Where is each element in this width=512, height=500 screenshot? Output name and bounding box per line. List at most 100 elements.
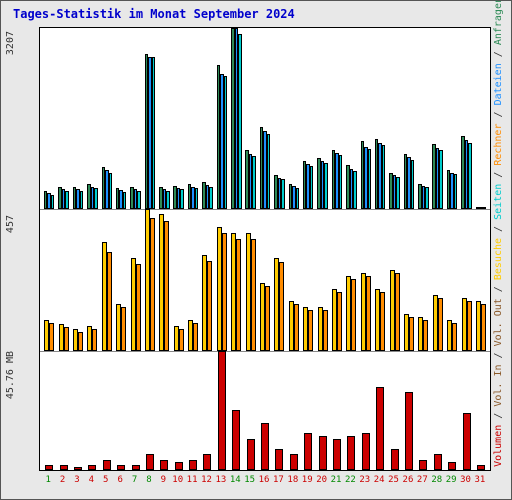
bar-seiten — [382, 145, 386, 209]
day-group — [373, 351, 387, 470]
bar-volumen — [189, 460, 197, 470]
day-group — [128, 351, 142, 470]
day-group — [459, 351, 473, 470]
day-group — [387, 209, 401, 350]
day-group — [186, 28, 200, 209]
bar-rechner — [121, 307, 126, 350]
bar-rechner — [337, 292, 342, 351]
day-group — [459, 28, 473, 209]
day-group — [100, 351, 114, 470]
bar-seiten — [411, 160, 415, 210]
x-tick: 30 — [458, 475, 472, 485]
day-group — [474, 351, 488, 470]
day-group — [301, 351, 315, 470]
bar-rechner — [452, 323, 457, 351]
bar-seiten — [137, 191, 141, 210]
x-tick: 22 — [343, 475, 357, 485]
day-group — [243, 351, 257, 470]
day-group — [71, 351, 85, 470]
bar-rechner — [467, 301, 472, 351]
day-group — [85, 28, 99, 209]
bar-seiten — [51, 195, 55, 209]
bar-rechner — [395, 273, 400, 350]
ylabel-middle: 457 — [5, 215, 16, 233]
day-group — [344, 28, 358, 209]
day-group — [402, 209, 416, 350]
bar-volumen — [319, 436, 327, 470]
ylabel-top: 3207 — [5, 31, 16, 55]
bar-seiten — [425, 187, 429, 210]
day-group — [258, 351, 272, 470]
day-group — [301, 28, 315, 209]
x-tick: 5 — [99, 475, 113, 485]
day-group — [359, 351, 373, 470]
bar-volumen — [333, 439, 341, 470]
day-group — [330, 351, 344, 470]
bar-volumen — [275, 449, 283, 470]
panel-top — [40, 28, 490, 210]
day-group — [186, 209, 200, 350]
day-group — [359, 28, 373, 209]
bar-volumen — [74, 467, 82, 470]
day-group — [114, 28, 128, 209]
stats-container: Tages-Statistik im Monat September 2024 … — [0, 0, 512, 500]
bar-volumen — [60, 465, 68, 470]
bar-seiten — [238, 34, 242, 209]
day-group — [200, 351, 214, 470]
bar-seiten — [439, 150, 443, 209]
day-group — [272, 28, 286, 209]
bar-volumen — [45, 465, 53, 470]
bar-rechner — [107, 252, 112, 351]
day-group — [42, 209, 56, 350]
day-group — [445, 351, 459, 470]
day-group — [258, 209, 272, 350]
day-group — [215, 351, 229, 470]
bar-volumen — [448, 462, 456, 470]
day-group — [459, 209, 473, 350]
day-group — [143, 28, 157, 209]
bar-rechner — [438, 298, 443, 351]
day-group — [416, 351, 430, 470]
day-group — [71, 28, 85, 209]
day-group — [474, 209, 488, 350]
bar-rechner — [481, 304, 486, 350]
x-tick: 11 — [185, 475, 199, 485]
day-group — [431, 351, 445, 470]
bar-volumen — [132, 465, 140, 470]
bar-volumen — [218, 351, 226, 470]
day-group — [157, 209, 171, 350]
bar-seiten — [310, 166, 314, 209]
day-group — [330, 209, 344, 350]
x-tick: 23 — [358, 475, 372, 485]
day-group — [143, 351, 157, 470]
bar-rechner — [92, 329, 97, 351]
day-group — [85, 351, 99, 470]
day-group — [445, 28, 459, 209]
day-group — [387, 28, 401, 209]
x-tick: 16 — [257, 475, 271, 485]
x-tick: 14 — [228, 475, 242, 485]
day-group — [128, 209, 142, 350]
bar-rechner — [308, 310, 313, 350]
x-tick: 28 — [430, 475, 444, 485]
x-tick: 4 — [84, 475, 98, 485]
bar-rechner — [150, 218, 155, 351]
day-group — [143, 209, 157, 350]
bar-volumen — [103, 460, 111, 470]
bar-volumen — [232, 410, 240, 470]
bar-seiten — [109, 173, 113, 210]
bar-volumen — [88, 465, 96, 470]
day-group — [114, 351, 128, 470]
bar-rechner — [265, 286, 270, 351]
bar-seiten — [324, 163, 328, 209]
day-group — [229, 28, 243, 209]
bar-rechner — [164, 221, 169, 351]
x-tick: 10 — [171, 475, 185, 485]
day-group — [42, 28, 56, 209]
x-tick: 15 — [242, 475, 256, 485]
day-group — [315, 351, 329, 470]
bar-volumen — [405, 392, 413, 470]
bar-rechner — [78, 332, 83, 351]
day-group — [373, 209, 387, 350]
bar-rechner — [409, 317, 414, 351]
